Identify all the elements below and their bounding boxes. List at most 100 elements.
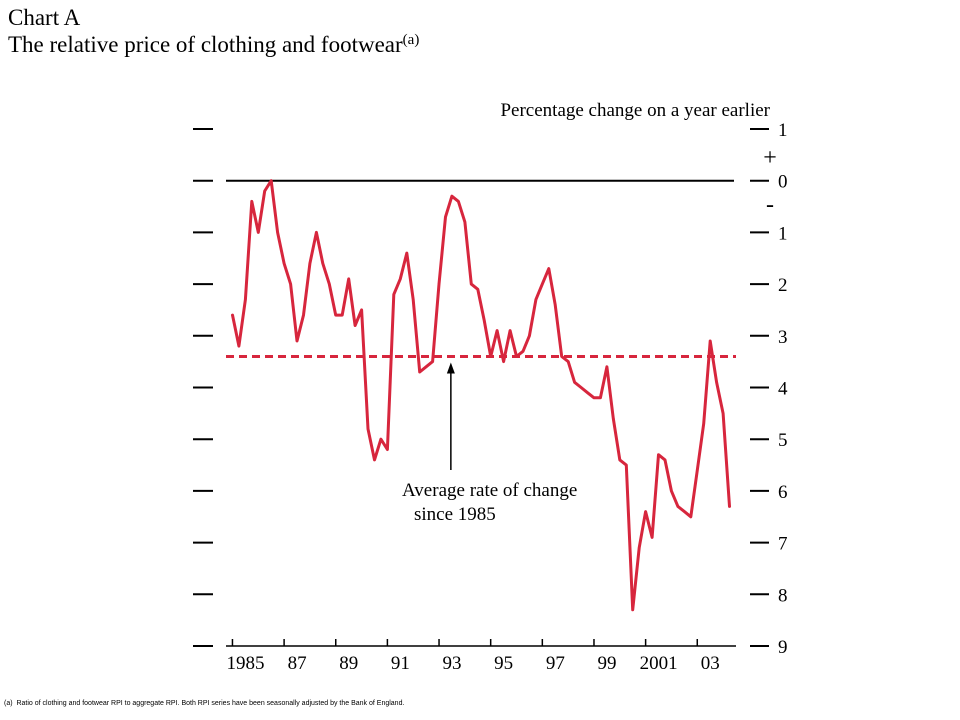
series-point (419, 371, 421, 373)
series-point (709, 340, 711, 342)
series-point (231, 314, 234, 316)
series-point (335, 314, 337, 316)
series-point (619, 459, 621, 461)
right-axis-ticks: 1 0 1 2 3 4 5 6 7 8 9 (750, 120, 788, 658)
title-block: Chart A The relative price of clothing a… (8, 4, 419, 58)
series-point (244, 299, 246, 301)
x-tick-label: 87 (288, 653, 307, 674)
x-tick-label: 89 (339, 653, 358, 674)
series-point (257, 231, 259, 233)
series-point (548, 267, 550, 270)
series-point (348, 278, 350, 280)
y-tick-label: 6 (778, 482, 788, 503)
series-point (464, 221, 466, 223)
chart-label: Chart A (8, 5, 81, 30)
x-tick-label: 93 (443, 653, 462, 674)
series-point (302, 314, 305, 316)
series-point (393, 293, 395, 296)
minus-sign-label: - (766, 192, 774, 218)
series-point (664, 459, 666, 461)
series-point (632, 609, 634, 611)
chart-title: The relative price of clothing and footw… (8, 32, 403, 57)
series-point (360, 309, 363, 311)
series-point (425, 366, 427, 368)
series-point (406, 252, 408, 254)
series-point (541, 283, 543, 285)
series-point (561, 355, 563, 358)
y-tick-label: 0 (778, 172, 788, 193)
series-point (399, 278, 401, 280)
y-tick-label: 2 (778, 275, 788, 296)
series-point (599, 397, 602, 399)
series-point (483, 319, 485, 321)
y-axis-label: Percentage change on a year earlier (500, 100, 770, 121)
title-footnote-marker: (a) (402, 32, 420, 48)
series-point (315, 231, 317, 233)
series-point (309, 262, 311, 265)
annotation-text: Average rate of change (402, 480, 577, 501)
series-point (496, 330, 498, 332)
series-point (238, 345, 240, 347)
series-point (341, 314, 343, 316)
series-point (438, 283, 440, 285)
series-point (574, 381, 576, 383)
series-point (677, 505, 679, 508)
y-tick-label: 1 (778, 223, 788, 244)
annotation-arrowhead (446, 362, 455, 374)
footnote: (a) Ratio of clothing and footwear RPI t… (4, 700, 404, 707)
series-line (231, 179, 731, 612)
series-point (322, 262, 324, 265)
annotation-group: Average rate of change since 1985 (402, 362, 577, 525)
series-point (567, 361, 569, 363)
series-point (431, 361, 434, 363)
y-tick-label: 3 (778, 327, 788, 348)
series-point (606, 366, 608, 368)
x-tick-label: 03 (701, 653, 720, 674)
series-point (522, 350, 524, 352)
left-axis-ticks (193, 128, 213, 647)
series-point (728, 505, 731, 508)
x-tick-label: 99 (597, 653, 616, 674)
series-point (502, 361, 505, 363)
series-point (638, 547, 640, 549)
annotation-text: since 1985 (414, 504, 496, 525)
x-axis: 1985 87 89 91 93 95 97 99 2001 03 (226, 639, 736, 674)
series-point (477, 288, 479, 290)
series-point (373, 459, 376, 461)
series-point (651, 536, 653, 539)
series-point (367, 428, 369, 430)
series-group (226, 179, 736, 612)
series-point (251, 200, 253, 202)
series-point (670, 490, 673, 492)
series-point (586, 392, 589, 394)
x-tick-label: 95 (494, 653, 513, 674)
series-point (703, 423, 705, 425)
series-point (657, 454, 660, 456)
plus-sign-label: + (763, 145, 777, 171)
series-point (580, 386, 582, 389)
series-point (457, 200, 460, 202)
series-point (277, 231, 279, 233)
series-point (554, 304, 556, 306)
series-point (444, 216, 447, 218)
y-tick-label: 5 (778, 430, 788, 451)
series-point (593, 397, 595, 399)
series-point (264, 190, 266, 192)
series-point (696, 469, 698, 471)
series-point (535, 299, 537, 301)
series-point (296, 340, 298, 342)
chart-title-line: The relative price of clothing and footw… (8, 31, 419, 58)
series-point (380, 438, 382, 440)
x-tick-label: 1985 (226, 653, 264, 674)
series-point (470, 283, 472, 285)
series-point (354, 324, 356, 327)
x-tick-label: 97 (546, 653, 565, 674)
series-point (270, 180, 272, 182)
series-point (612, 417, 614, 420)
series-point (722, 412, 724, 414)
x-tick-label: 2001 (640, 653, 678, 674)
footnote-text: Ratio of clothing and footwear RPI to ag… (16, 700, 405, 707)
series-point (645, 510, 647, 513)
series-point (289, 283, 292, 285)
